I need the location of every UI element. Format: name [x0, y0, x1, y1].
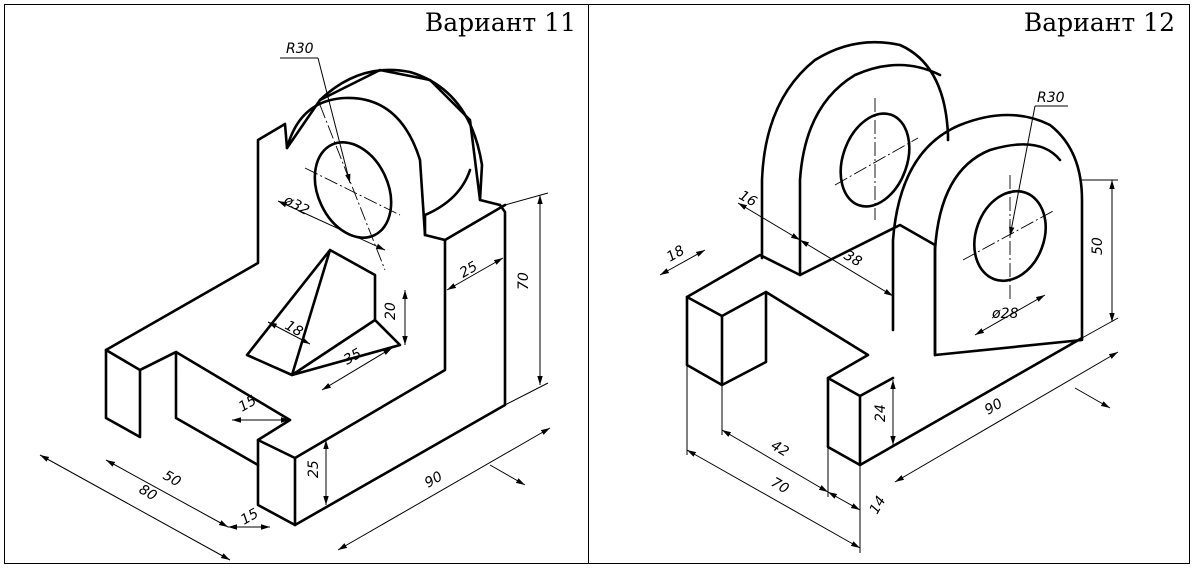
v11-dim-r30: R30 — [286, 41, 314, 57]
panel-divider — [588, 4, 589, 564]
variant-12-drawing: R30 16 18 38 50 ø28 24 90 42 — [659, 40, 1119, 553]
v11-dim-h25: 25 — [306, 460, 322, 478]
v11-dim-50: 50 — [160, 468, 184, 491]
v12-base-edge-c — [826, 376, 862, 467]
v11-dim-h70: 70 — [516, 272, 532, 290]
v12-right-lug — [891, 113, 1084, 357]
v11-slot-edge — [256, 438, 297, 527]
v11-lug-side — [443, 203, 507, 242]
v12-base-edge-a — [685, 295, 724, 318]
v11-dim-15-base: 15 — [238, 506, 262, 529]
v11-dim-35: 35 — [341, 346, 365, 369]
v12-dimensions: R30 16 18 38 50 ø28 24 90 42 — [659, 90, 1119, 553]
v12-left-lug — [760, 40, 950, 277]
v11-dim-15-slot: 15 — [236, 393, 260, 416]
v11-dimensions: R30 ø32 25 70 18 20 35 15 50 — [39, 41, 551, 561]
variant-12-title: Вариант 12 — [1023, 8, 1175, 37]
v12-dim-14: 14 — [867, 494, 890, 517]
v12-right-hole — [973, 189, 1047, 283]
v12-dim-24: 24 — [873, 404, 889, 422]
v12-base-edge-d — [858, 376, 895, 398]
v12-base — [685, 223, 1084, 467]
v11-rib — [245, 248, 402, 377]
v12-dim-50: 50 — [1090, 237, 1106, 255]
variant-11-title: Вариант 11 — [424, 8, 576, 37]
v11-front-step — [138, 350, 260, 467]
v11-upright-arc-back — [318, 68, 484, 202]
v12-dim-16: 16 — [736, 188, 760, 211]
v12-dim-90: 90 — [982, 396, 1006, 419]
v11-dim-20: 20 — [383, 302, 399, 320]
v12-dim-18: 18 — [664, 243, 688, 266]
v11-hole — [313, 141, 393, 239]
v12-dim-42: 42 — [768, 438, 792, 461]
v12-dim-70: 70 — [768, 475, 792, 498]
sheet-frame — [4, 4, 1190, 564]
v12-dim-38: 38 — [841, 248, 865, 271]
v11-dim-90: 90 — [422, 469, 446, 492]
v11-base-top-edge — [104, 348, 142, 372]
v11-upright-arc — [285, 96, 427, 237]
v12-dim-r30: R30 — [1037, 90, 1065, 106]
v11-lug-front — [423, 168, 472, 242]
v11-hole-axis-a — [319, 104, 386, 271]
v12-right-axis-b — [962, 209, 1056, 261]
v12-dim-d28: ø28 — [991, 306, 1018, 322]
v12-left-axis-b — [834, 137, 919, 186]
v12-base-edge-b — [720, 290, 768, 387]
v11-dim-80: 80 — [136, 482, 160, 505]
variant-11-drawing: R30 ø32 25 70 18 20 35 15 50 — [39, 41, 551, 561]
v11-dim-18: 18 — [282, 318, 306, 341]
v11-dim-w25: 25 — [457, 259, 481, 282]
v12-left-hole — [839, 112, 911, 208]
